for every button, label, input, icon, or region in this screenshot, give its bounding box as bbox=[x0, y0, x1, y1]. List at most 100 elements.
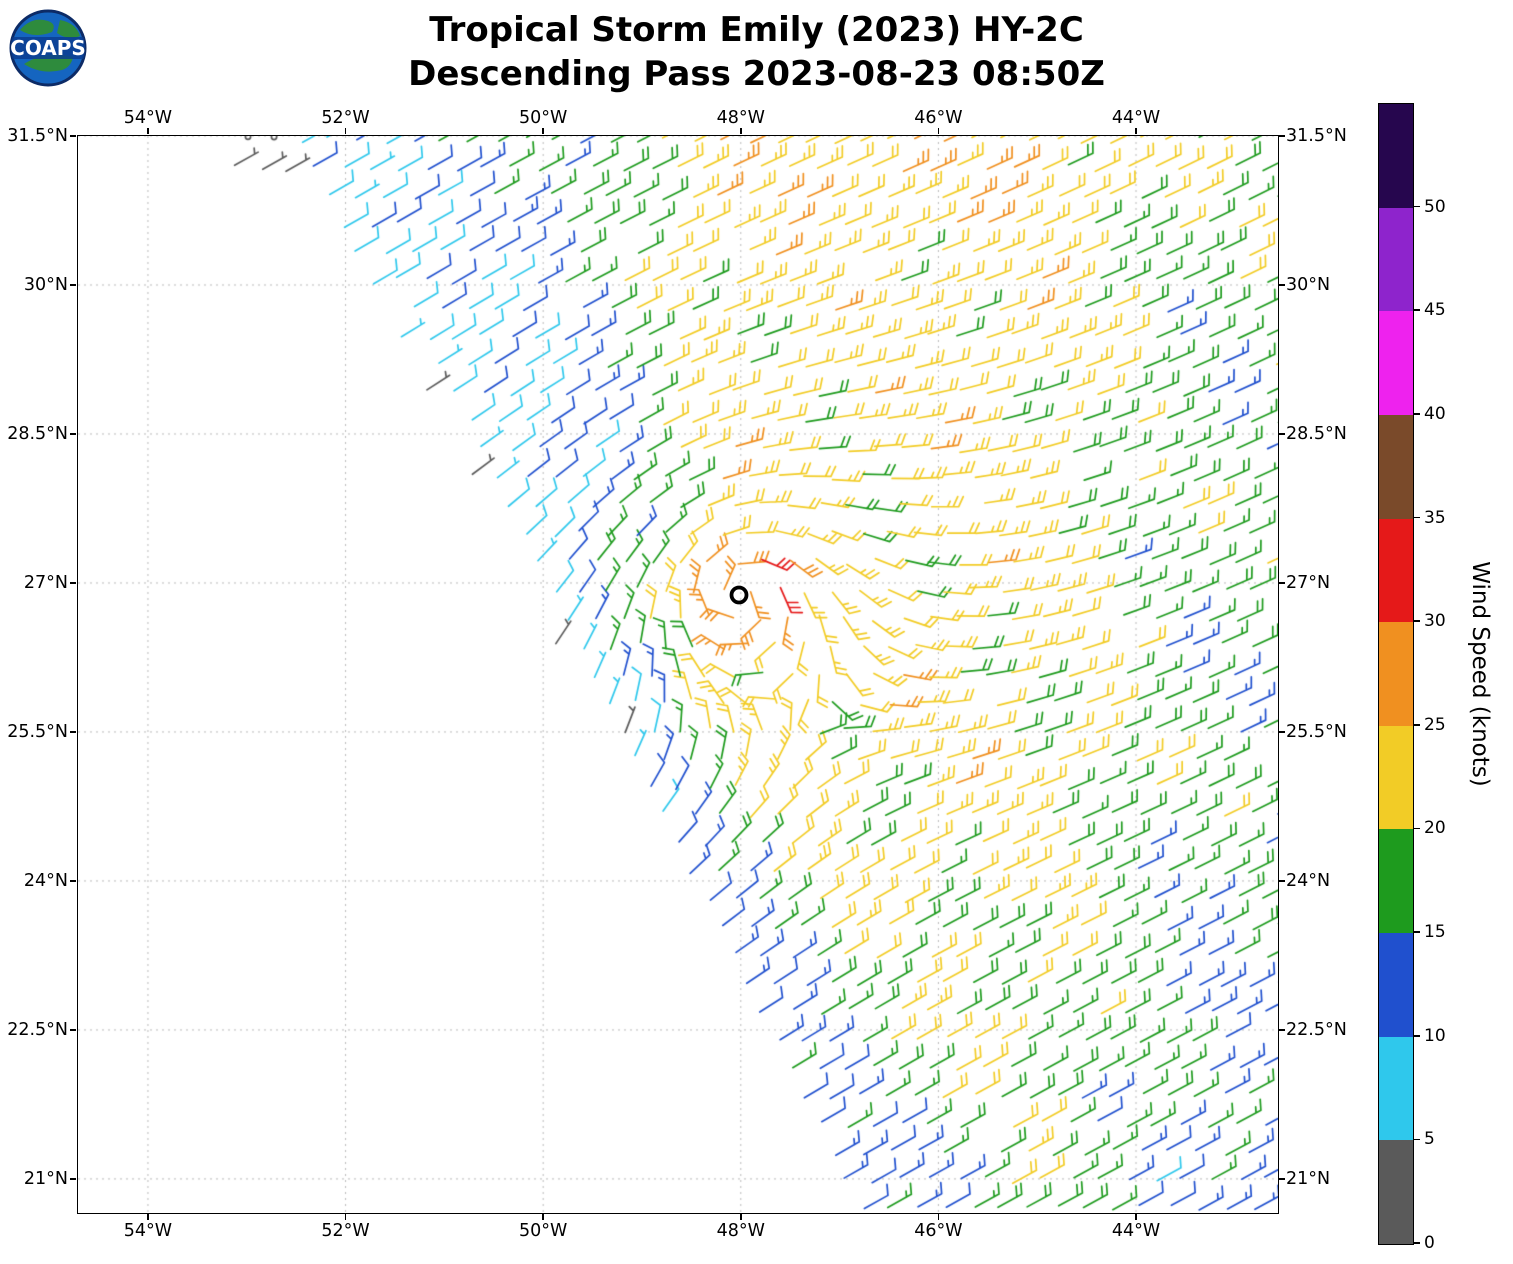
lon-tick-label-bottom: 48°W bbox=[716, 1221, 765, 1241]
lat-tick-mark-left bbox=[70, 1178, 76, 1180]
lat-tick-label-left: 21°N bbox=[23, 1168, 68, 1189]
lat-tick-label-left: 31.5°N bbox=[7, 126, 68, 146]
coaps-logo: COAPS bbox=[8, 8, 88, 88]
colorbar-segment bbox=[1379, 311, 1413, 415]
title-line2: Descending Pass 2023-08-23 08:50Z bbox=[408, 54, 1105, 94]
colorbar-tick-label: 40 bbox=[1424, 403, 1446, 424]
lon-tick-mark-bottom bbox=[344, 1214, 347, 1220]
lat-tick-label-right: 21°N bbox=[1286, 1168, 1331, 1189]
colorbar-segment bbox=[1379, 414, 1413, 519]
colorbar-tick-label: 15 bbox=[1424, 922, 1446, 943]
lat-tick-label-right: 31.5°N bbox=[1286, 126, 1347, 146]
colorbar-tick-label: 50 bbox=[1424, 196, 1446, 217]
lon-tick-mark-bottom bbox=[937, 1214, 940, 1220]
lat-tick-label-right: 30°N bbox=[1286, 274, 1331, 295]
lon-tick-mark-top bbox=[937, 128, 940, 134]
lat-tick-label-right: 24°N bbox=[1286, 870, 1331, 891]
lon-tick-mark-bottom bbox=[542, 1214, 544, 1220]
colorbar-tick-mark bbox=[1414, 205, 1420, 208]
lat-tick-label-right: 22.5°N bbox=[1286, 1019, 1347, 1040]
lon-tick-label-bottom: 52°W bbox=[321, 1221, 370, 1241]
lon-tick-mark-top bbox=[147, 128, 149, 134]
colorbar-tick-mark bbox=[1414, 827, 1420, 830]
lon-tick-label-top: 48°W bbox=[716, 108, 765, 128]
lat-tick-mark-right bbox=[1279, 284, 1285, 286]
coaps-globe-icon: COAPS bbox=[9, 9, 87, 87]
lat-tick-mark-right bbox=[1279, 731, 1285, 733]
colorbar-tick-mark bbox=[1414, 516, 1420, 519]
lon-tick-label-top: 54°W bbox=[123, 108, 173, 128]
lat-tick-mark-left bbox=[70, 433, 76, 435]
coaps-logo-text: COAPS bbox=[10, 36, 86, 60]
colorbar-tick-mark bbox=[1414, 1138, 1420, 1141]
lon-tick-mark-top bbox=[344, 128, 347, 134]
colorbar-segment bbox=[1379, 1140, 1413, 1245]
colorbar-tick-label: 0 bbox=[1424, 1233, 1435, 1253]
lat-tick-mark-right bbox=[1279, 135, 1285, 137]
lat-tick-label-left: 22.5°N bbox=[7, 1019, 68, 1040]
colorbar-segment bbox=[1379, 933, 1413, 1037]
lat-tick-mark-right bbox=[1279, 1178, 1285, 1180]
storm-symbol bbox=[726, 582, 752, 608]
lon-tick-label-top: 44°W bbox=[1111, 108, 1161, 128]
lon-tick-mark-bottom bbox=[739, 1214, 742, 1220]
lat-tick-label-right: 28.5°N bbox=[1286, 423, 1347, 444]
lon-tick-label-top: 46°W bbox=[914, 108, 963, 128]
colorbar-tick-mark bbox=[1414, 1242, 1420, 1244]
colorbar-tick-mark bbox=[1414, 724, 1420, 726]
lat-tick-label-right: 25.5°N bbox=[1286, 721, 1347, 742]
lon-tick-label-bottom: 50°W bbox=[519, 1221, 568, 1241]
colorbar-segment bbox=[1379, 829, 1413, 934]
colorbar-tick-label: 25 bbox=[1424, 714, 1446, 735]
lat-tick-mark-left bbox=[70, 284, 76, 286]
colorbar-tick-mark bbox=[1414, 309, 1420, 312]
lat-tick-label-left: 28.5°N bbox=[7, 423, 68, 444]
lat-tick-mark-right bbox=[1279, 880, 1285, 882]
colorbar-segment bbox=[1379, 1036, 1413, 1141]
lat-tick-label-right: 27°N bbox=[1286, 572, 1331, 593]
lat-tick-label-left: 30°N bbox=[23, 274, 68, 295]
lon-tick-label-bottom: 54°W bbox=[123, 1221, 173, 1241]
colorbar-tick-label: 5 bbox=[1424, 1129, 1435, 1150]
colorbar-segment bbox=[1379, 104, 1413, 208]
colorbar-tick-label: 30 bbox=[1424, 611, 1446, 632]
colorbar-segment bbox=[1379, 725, 1413, 830]
lat-tick-mark-right bbox=[1279, 1029, 1285, 1031]
lon-tick-label-top: 50°W bbox=[519, 108, 568, 128]
lon-tick-label-bottom: 44°W bbox=[1111, 1221, 1161, 1241]
colorbar-segment bbox=[1379, 518, 1413, 623]
lat-tick-label-left: 24°N bbox=[23, 870, 68, 891]
lat-tick-mark-left bbox=[70, 582, 76, 584]
plot-title: Tropical Storm Emily (2023) HY-2C Descen… bbox=[0, 8, 1513, 96]
colorbar-tick-label: 35 bbox=[1424, 507, 1446, 528]
colorbar-tick-mark bbox=[1414, 620, 1420, 622]
lon-tick-label-top: 52°W bbox=[321, 108, 370, 128]
lon-tick-mark-top bbox=[739, 128, 742, 134]
lat-tick-label-left: 27°N bbox=[23, 572, 68, 593]
colorbar-tick-mark bbox=[1414, 1034, 1420, 1037]
colorbar-segment bbox=[1379, 622, 1413, 726]
colorbar-tick-label: 10 bbox=[1424, 1025, 1446, 1046]
lat-tick-mark-left bbox=[70, 731, 76, 733]
storm-center-icon bbox=[729, 585, 749, 605]
lat-tick-label-left: 25.5°N bbox=[7, 721, 68, 742]
lat-tick-mark-right bbox=[1279, 433, 1285, 435]
lat-tick-mark-left bbox=[70, 135, 76, 137]
colorbar-tick-mark bbox=[1414, 413, 1420, 415]
colorbar-tick-label: 20 bbox=[1424, 818, 1446, 839]
colorbar-segment bbox=[1379, 207, 1413, 312]
title-line1: Tropical Storm Emily (2023) HY-2C bbox=[429, 10, 1084, 50]
colorbar bbox=[1378, 103, 1414, 1245]
map-plot bbox=[77, 135, 1279, 1214]
lon-tick-label-bottom: 46°W bbox=[914, 1221, 963, 1241]
lon-tick-mark-top bbox=[1135, 128, 1137, 134]
colorbar-tick-mark bbox=[1414, 931, 1420, 933]
lon-tick-mark-bottom bbox=[1135, 1214, 1137, 1220]
colorbar-label: Wind Speed (knots) bbox=[1467, 561, 1493, 787]
lat-tick-mark-left bbox=[70, 1029, 76, 1031]
lat-tick-mark-right bbox=[1279, 582, 1285, 584]
lon-tick-mark-top bbox=[542, 128, 544, 134]
wind-barb-canvas bbox=[78, 136, 1278, 1213]
lat-tick-mark-left bbox=[70, 880, 76, 882]
lon-tick-mark-bottom bbox=[147, 1214, 149, 1220]
